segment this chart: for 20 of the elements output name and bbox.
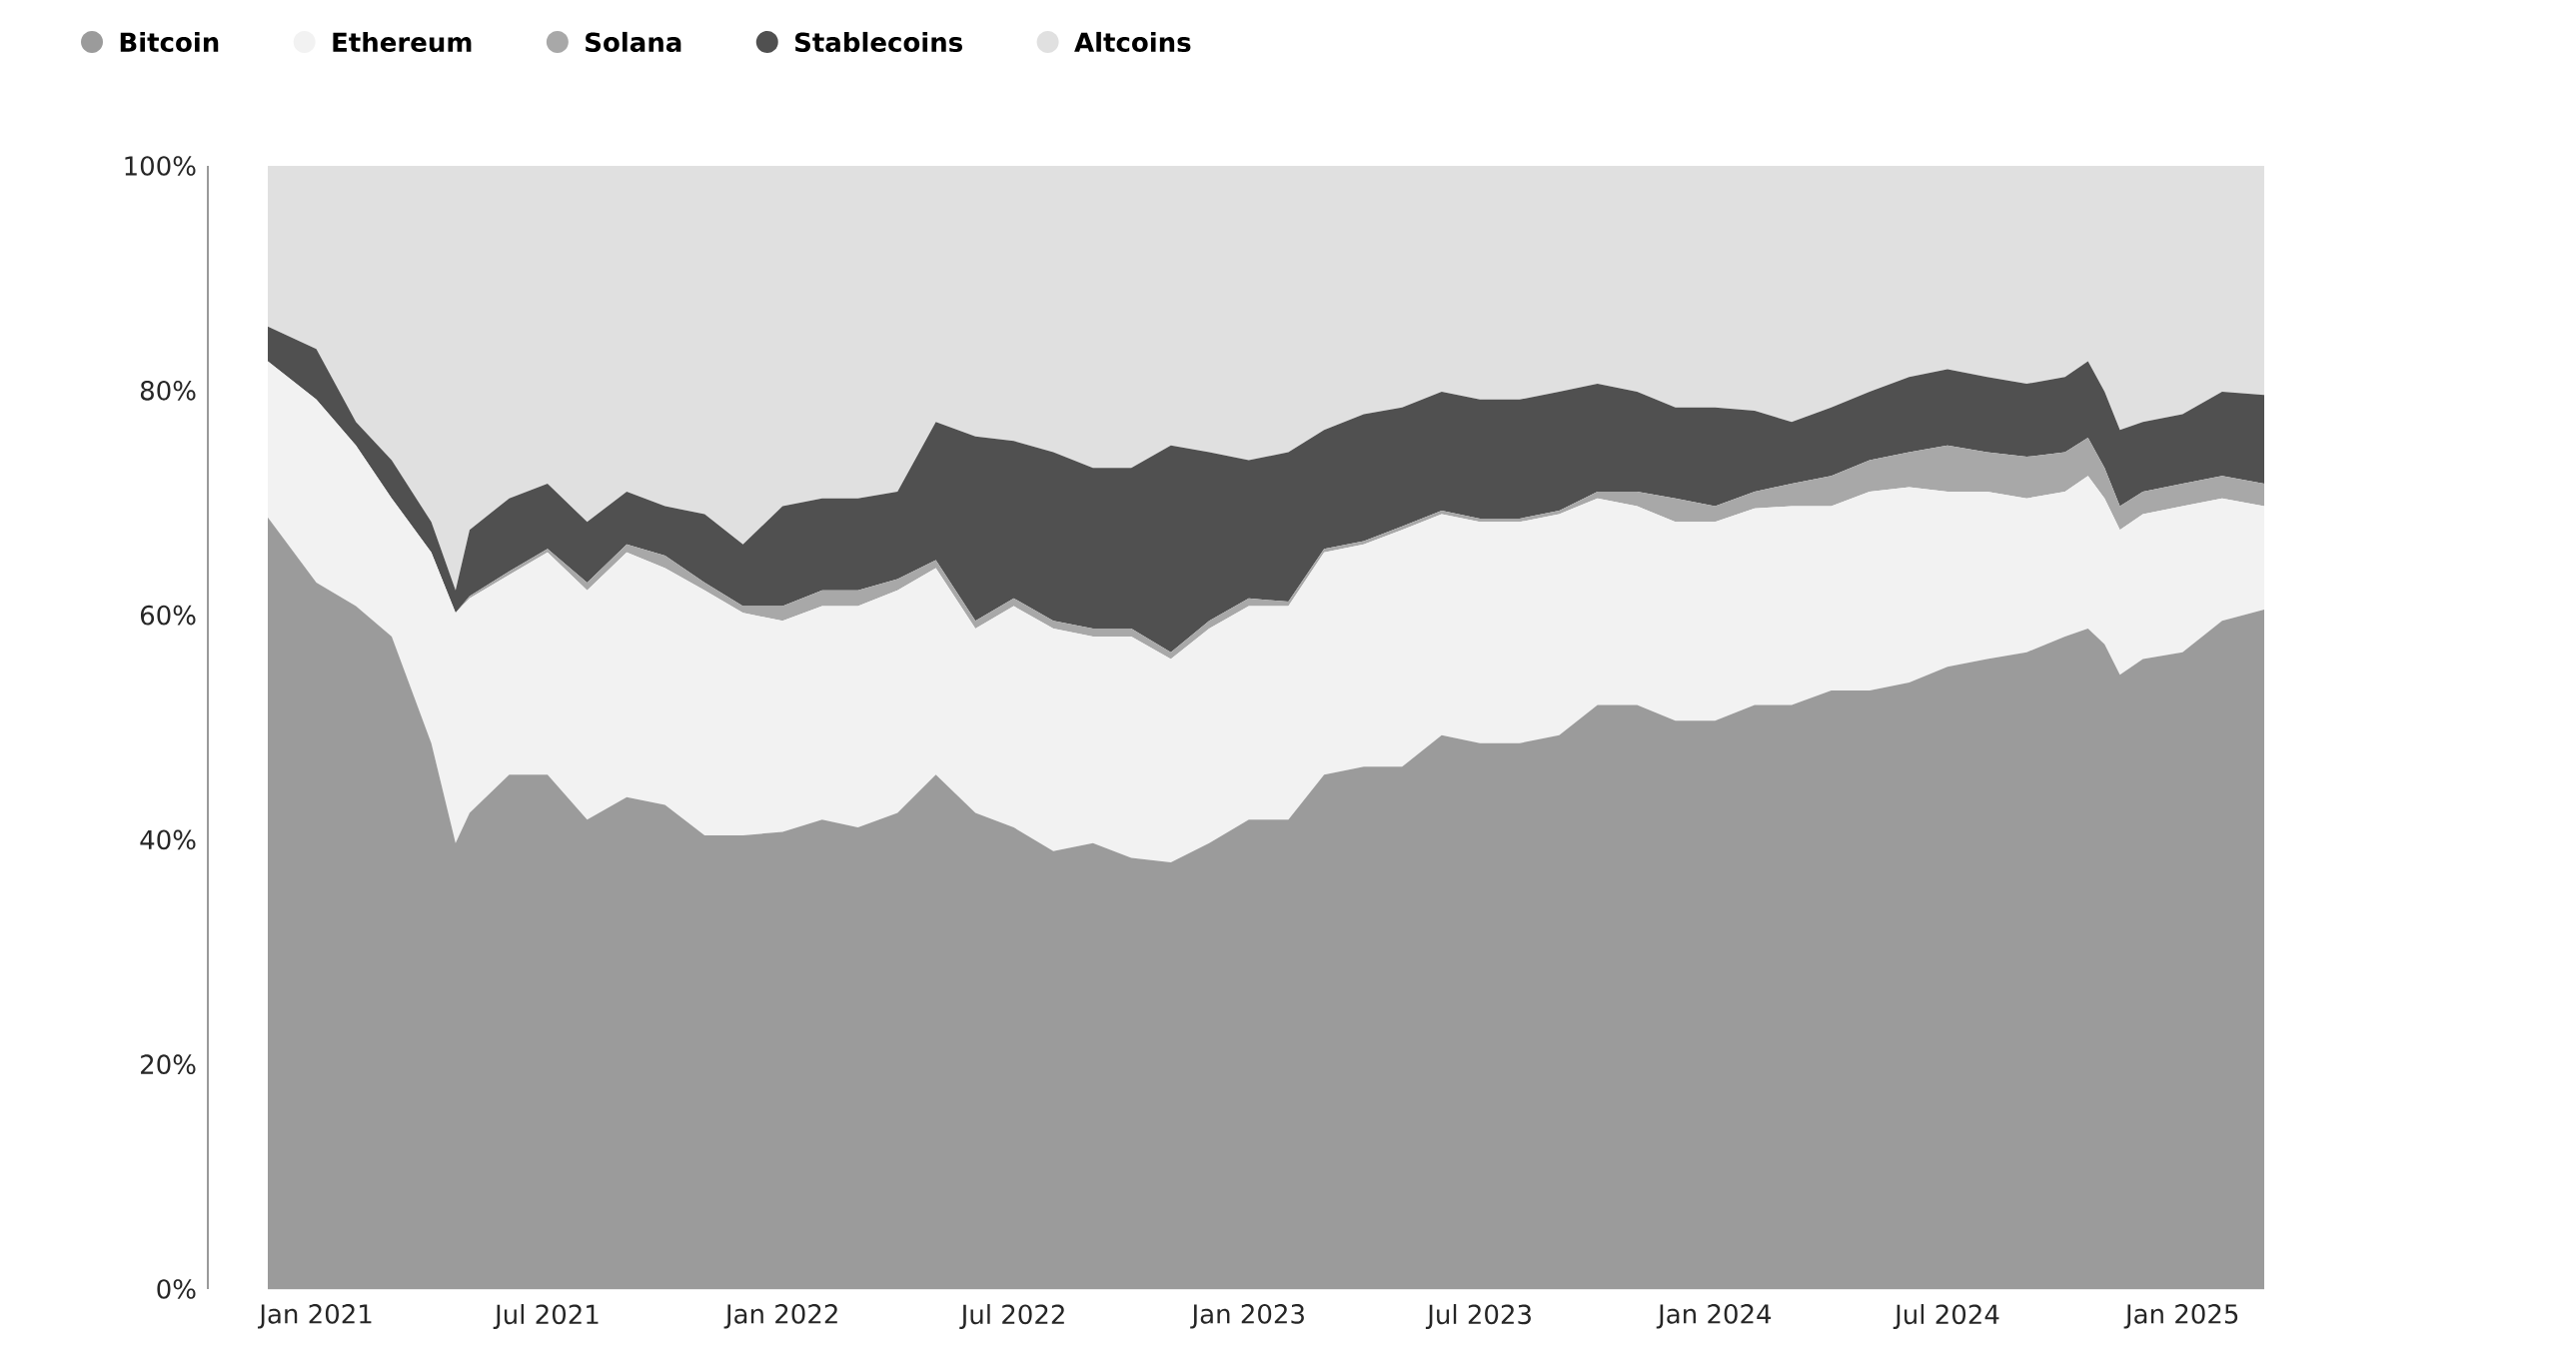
x-tick-label: Jul 2024 [1893,1304,1999,1330]
x-tick-label: Jul 2023 [1425,1304,1531,1330]
x-tick-label: Jan 2021 [257,1304,372,1329]
y-tick-label: 100% [125,156,196,176]
x-tick-label: Jan 2025 [2123,1304,2238,1329]
y-tick-label: 60% [140,605,196,626]
legend-label: Stablecoins [795,31,962,53]
y-tick-label: 20% [141,1054,196,1075]
legend-label: Ethereum [333,31,472,53]
legend-label: Altcoins [1074,31,1191,53]
x-tick-label: Jul 2022 [959,1304,1064,1330]
x-tick-label: Jan 2022 [723,1304,837,1329]
y-tick-label: 0% [157,1279,196,1299]
x-tick-label: Jul 2021 [493,1304,599,1330]
x-tick-label: Jan 2024 [1656,1304,1772,1329]
legend-label: Solana [586,31,681,53]
y-tick-label: 40% [140,829,196,850]
x-tick-label: Jan 2023 [1190,1304,1304,1329]
y-tick-label: 80% [140,380,196,401]
legend-label: Bitcoin [120,31,219,53]
